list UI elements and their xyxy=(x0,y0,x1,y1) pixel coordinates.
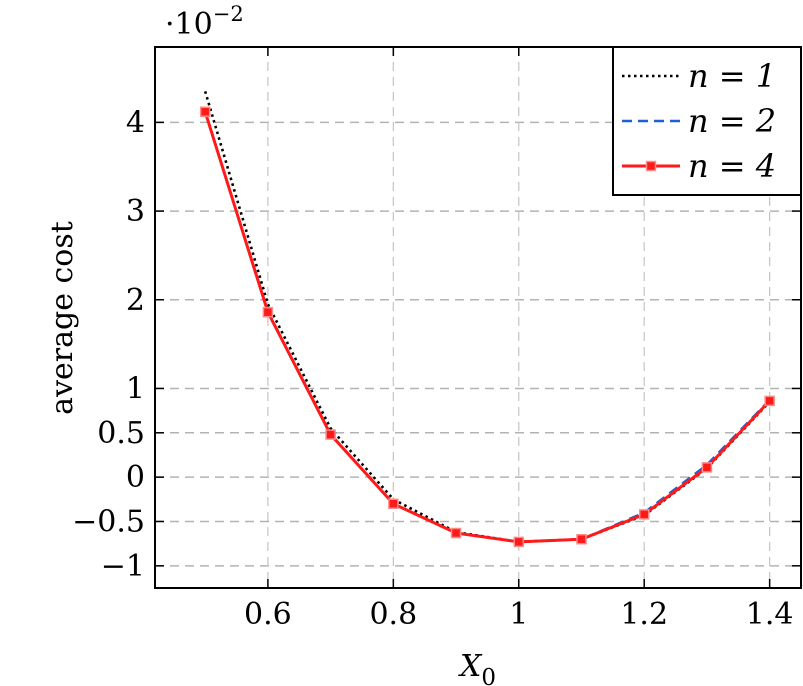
x-tick-label: 0.8 xyxy=(369,597,417,632)
y-tick-label: 1 xyxy=(126,371,145,406)
data-point-marker xyxy=(388,498,399,509)
data-point-marker xyxy=(199,106,211,117)
x-tick-label: 1.2 xyxy=(620,597,668,632)
axis-ticks: −1 −0.5 0 0.5 1 2 3 4 0.6 0.8 1 1.2 1.4 xyxy=(72,47,801,632)
y-tick-label: 3 xyxy=(126,194,145,229)
grid-lines xyxy=(155,47,801,588)
y-tick-label: −0.5 xyxy=(72,504,145,539)
data-point-marker xyxy=(701,462,713,473)
data-point-marker xyxy=(513,536,525,548)
plot-frame xyxy=(154,46,802,589)
y-tick-label: 0 xyxy=(126,460,145,495)
y-tick-label: 0.5 xyxy=(97,416,145,451)
x-tick-label: 1.4 xyxy=(746,597,794,632)
data-point-marker xyxy=(764,395,775,407)
data-point-marker xyxy=(638,509,650,520)
legend-label-3: n = 4 xyxy=(688,147,776,185)
x-axis-label: X0 xyxy=(458,649,496,686)
y-tick-label: 2 xyxy=(126,283,145,318)
series-line-3 xyxy=(203,111,771,544)
y-tick-label: −1 xyxy=(101,549,145,584)
legend-label-2: n = 2 xyxy=(688,102,776,140)
data-point-marker xyxy=(450,527,462,539)
x-tick-label: 1 xyxy=(509,597,528,632)
series-layer xyxy=(199,90,775,548)
legend-marker xyxy=(645,160,657,172)
data-point-marker xyxy=(576,533,587,545)
legend-label-1: n = 1 xyxy=(688,57,776,95)
data-point-marker xyxy=(262,306,274,318)
legend: n = 1 n = 2 n = 4 xyxy=(612,46,802,196)
scale-note: ·10−2 xyxy=(165,2,244,42)
data-point-marker xyxy=(325,429,336,440)
y-tick-label: 4 xyxy=(126,105,145,140)
x-tick-label: 0.6 xyxy=(244,597,292,632)
y-axis-label: average cost xyxy=(45,221,80,415)
